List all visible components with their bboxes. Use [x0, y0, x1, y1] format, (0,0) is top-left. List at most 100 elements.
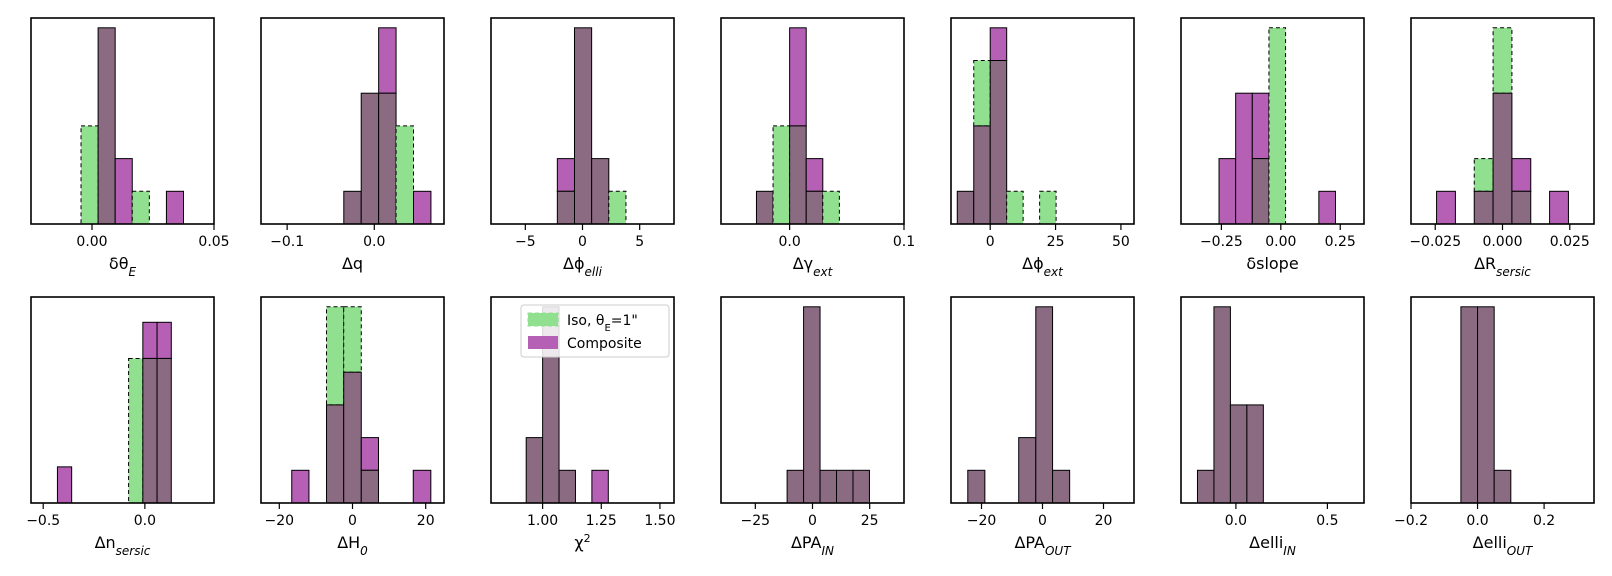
- axes-frame-q: [260, 17, 445, 225]
- x-axis-label-phi_ext: Δϕext: [1022, 254, 1064, 279]
- x-axis-label-slope: δslope: [1246, 254, 1298, 273]
- composite-bar-r_sersic-0: [1436, 190, 1456, 225]
- overlap-bar-elli_in-3: [1246, 404, 1264, 504]
- x-tick-label-gamma_ext-1: 0.1: [893, 234, 915, 250]
- overlap-bar-pa_in-2: [819, 469, 838, 504]
- overlap-bar-n_sersic-6: [142, 357, 158, 504]
- composite-bar-chi2-4: [591, 469, 609, 504]
- overlap-bar-phi_ext-1: [973, 125, 991, 225]
- overlap-bar-pa_in-3: [836, 469, 854, 504]
- legend-swatch-iso: [527, 312, 559, 327]
- overlap-bar-chi2-2: [558, 469, 576, 504]
- overlap-bar-pa_in-1: [803, 306, 821, 504]
- composite-bar-theta_e-2: [114, 158, 133, 225]
- iso-bar-phi_ext-3: [1006, 190, 1024, 225]
- composite-bar-q-2: [378, 27, 397, 94]
- x-tick-label-elli_out-1: 0.0: [1466, 513, 1488, 529]
- legend-label-iso: Iso, θE=1": [567, 313, 638, 334]
- legend-label-composite: Composite: [567, 336, 642, 352]
- overlap-bar-elli_in-2: [1229, 404, 1248, 504]
- x-tick-label-gamma_ext-0: 0.0: [778, 234, 800, 250]
- overlap-bar-pa_in-0: [786, 469, 805, 504]
- overlap-bar-pa_out-0: [967, 469, 986, 504]
- x-tick-label-h0-1: 0: [348, 513, 357, 529]
- panel-gamma_ext: 0.0 0.1 Δγext: [720, 17, 915, 279]
- composite-bar-h0-4: [360, 437, 379, 471]
- composite-bar-r_sersic-6: [1549, 190, 1569, 225]
- overlap-bar-h0-4: [360, 469, 379, 504]
- overlap-bar-h0-2: [326, 404, 345, 504]
- x-tick-label-slope-1: 0.00: [1265, 234, 1296, 250]
- x-tick-label-chi2-1: 1.25: [586, 513, 617, 529]
- overlap-bar-elli_out-0: [1460, 306, 1479, 504]
- panel-phi_elli: −5 0 5 Δϕelli: [490, 17, 675, 279]
- x-tick-label-slope-2: 0.25: [1325, 234, 1356, 250]
- x-tick-label-phi_elli-2: 5: [635, 234, 644, 250]
- x-tick-label-r_sersic-0: −0.025: [1409, 234, 1461, 250]
- x-tick-label-pa_in-1: 0: [808, 513, 817, 529]
- overlap-bar-gamma_ext-0: [755, 190, 774, 225]
- x-tick-label-phi_ext-2: 50: [1112, 234, 1130, 250]
- composite-bar-phi_ext-2: [989, 27, 1008, 62]
- overlap-bar-pa_out-4: [1035, 306, 1054, 504]
- composite-bar-gamma_ext-3: [805, 158, 824, 192]
- x-tick-label-elli_in-0: 0.0: [1225, 513, 1247, 529]
- overlap-bar-q-1: [360, 92, 380, 225]
- composite-bar-r_sersic-4: [1511, 158, 1532, 192]
- overlap-bar-elli_out-1: [1477, 306, 1495, 504]
- panel-phi_ext: 0 25 50 Δϕext: [950, 17, 1135, 279]
- iso-bar-h0-2: [326, 306, 345, 406]
- overlap-bar-gamma_ext-3: [805, 190, 824, 225]
- axes-frame-elli_out: [1410, 296, 1595, 504]
- overlap-bar-theta_e-1: [97, 27, 116, 225]
- overlap-bar-pa_in-4: [852, 469, 870, 504]
- overlap-bar-elli_in-0: [1196, 469, 1215, 504]
- x-tick-label-n_sersic-1: 0.0: [134, 513, 156, 529]
- overlap-bar-n_sersic-7: [156, 357, 172, 504]
- composite-bar-n_sersic-0: [56, 466, 73, 504]
- composite-bar-slope-7: [1318, 190, 1336, 225]
- x-tick-label-h0-2: 20: [417, 513, 435, 529]
- x-tick-label-r_sersic-2: 0.025: [1550, 234, 1590, 250]
- composite-bar-h0-0: [291, 469, 310, 504]
- x-tick-label-elli_in-1: 0.5: [1316, 513, 1338, 529]
- x-tick-label-r_sersic-1: 0.000: [1482, 234, 1522, 250]
- overlap-bar-q-0: [343, 190, 362, 225]
- overlap-bar-elli_out-2: [1493, 469, 1512, 504]
- iso-bar-n_sersic-5: [128, 357, 144, 504]
- x-axis-label-phi_elli: Δϕelli: [563, 254, 603, 279]
- overlap-bar-r_sersic-3: [1492, 92, 1513, 225]
- composite-bar-q-4: [413, 190, 432, 225]
- x-tick-label-pa_in-2: 25: [861, 513, 879, 529]
- x-axis-label-q: Δq: [342, 254, 363, 273]
- composite-bar-n_sersic-6: [142, 321, 158, 359]
- x-tick-label-chi2-2: 1.50: [644, 513, 675, 529]
- x-axis-label-pa_in: ΔPAIN: [791, 533, 834, 558]
- panel-theta_e: 0.00 0.05 δθE: [30, 17, 230, 279]
- axes-frame-chi2: [490, 296, 675, 504]
- composite-bar-h0-7: [412, 469, 432, 504]
- overlap-bar-phi_elli-0: [556, 190, 575, 225]
- panel-h0: −20 0 20 ΔH0: [260, 296, 445, 558]
- panel-chi2: 1.00 1.25 1.50 χ2 Iso, θE=1" Composite: [490, 296, 676, 552]
- x-axis-label-elli_in: ΔelliIN: [1249, 533, 1296, 558]
- overlap-bar-h0-3: [343, 371, 362, 504]
- panel-elli_out: −0.2 0.0 0.2 ΔelliOUT: [1394, 296, 1595, 558]
- overlap-bar-pa_out-3: [1018, 437, 1037, 504]
- x-tick-label-pa_in-0: −25: [741, 513, 771, 529]
- x-tick-label-slope-0: −0.25: [1200, 234, 1243, 250]
- composite-bar-n_sersic-7: [156, 321, 172, 359]
- x-tick-label-phi_ext-1: 25: [1047, 234, 1065, 250]
- iso-bar-h0-3: [343, 306, 362, 373]
- x-tick-label-phi_elli-1: 0: [578, 234, 587, 250]
- x-tick-label-pa_out-2: 20: [1095, 513, 1113, 529]
- legend-swatch-composite: [528, 336, 558, 349]
- overlap-bar-phi_ext-0: [956, 190, 975, 225]
- iso-bar-phi_elli-3: [608, 190, 627, 225]
- x-tick-label-phi_elli-0: −5: [515, 234, 536, 250]
- panel-elli_in: 0.0 0.5 ΔelliIN: [1180, 296, 1365, 558]
- composite-bar-slope-1: [1218, 158, 1237, 225]
- x-axis-label-n_sersic: Δnsersic: [95, 533, 151, 558]
- x-tick-label-phi_ext-0: 0: [986, 234, 995, 250]
